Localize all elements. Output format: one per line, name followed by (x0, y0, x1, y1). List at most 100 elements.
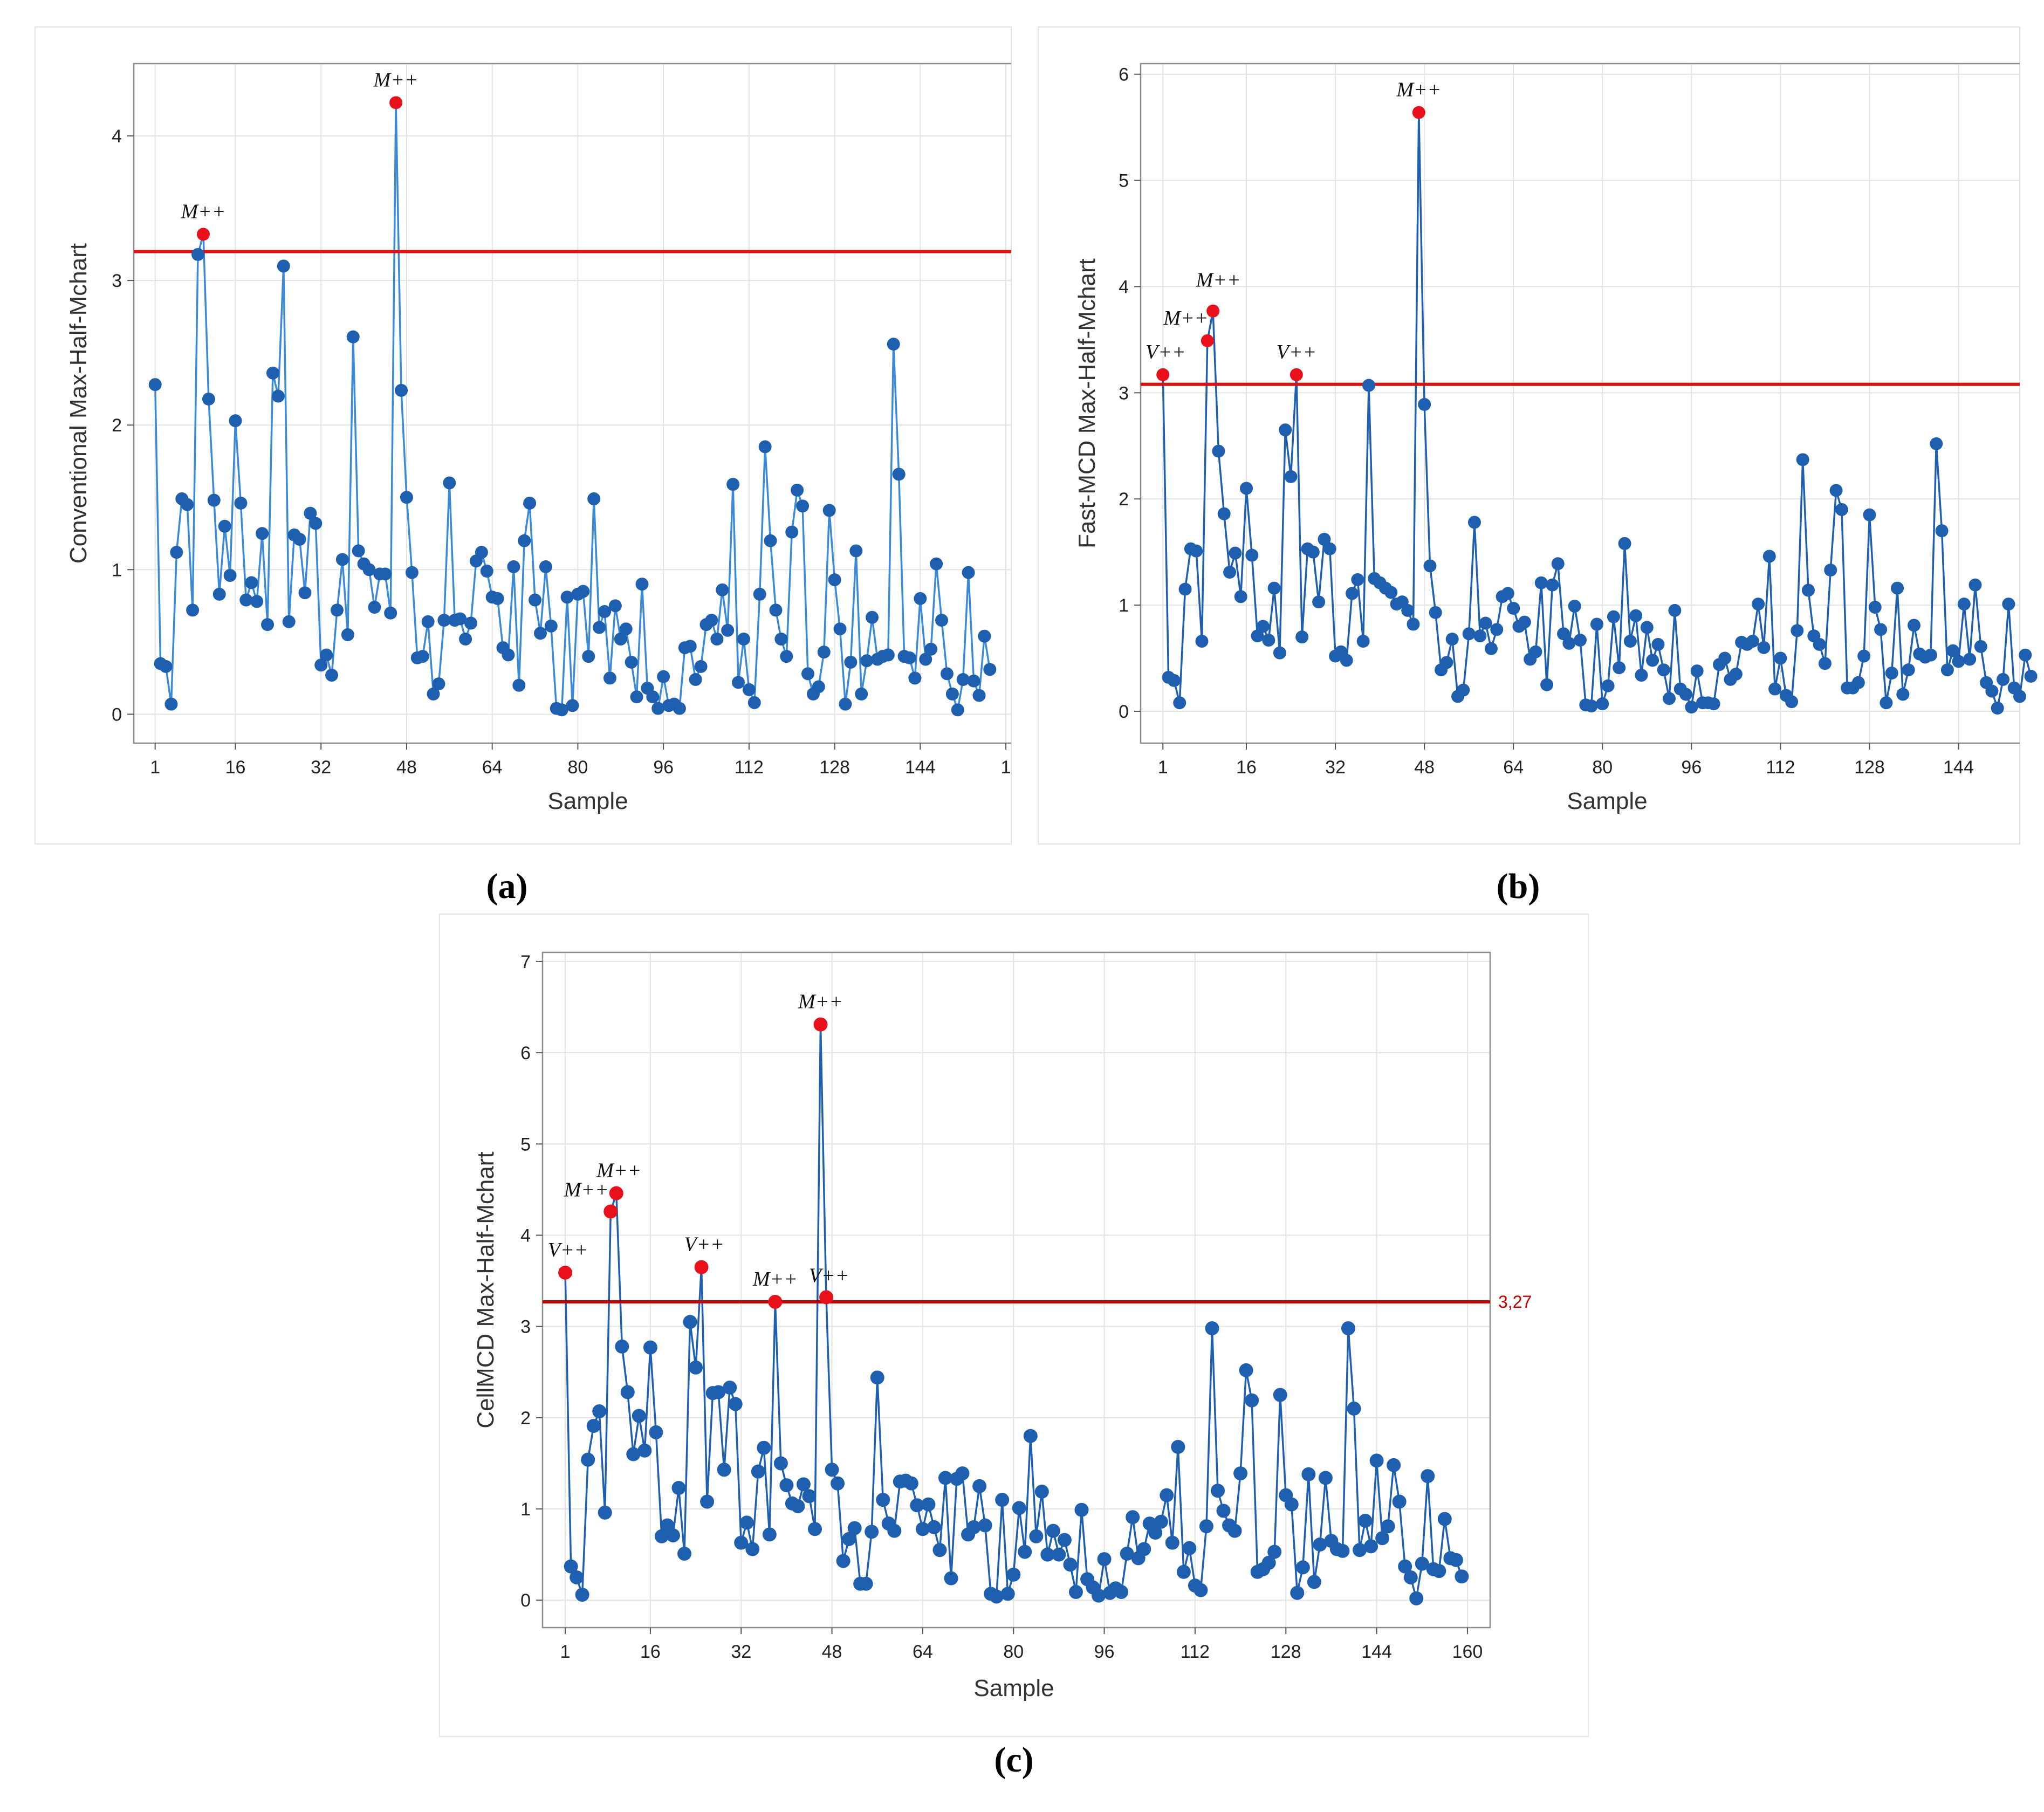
data-point (646, 690, 660, 704)
data-point (1356, 635, 1370, 648)
data-point (1415, 1556, 1429, 1571)
data-point (1295, 630, 1309, 644)
y-tick-label: 5 (520, 1134, 531, 1155)
data-point (2019, 648, 2032, 662)
data-point (582, 650, 595, 663)
alarm-point (609, 1186, 623, 1200)
data-point (796, 1477, 811, 1492)
data-point (855, 687, 868, 701)
data-point (726, 478, 740, 491)
y-tick-label: 3 (112, 271, 122, 291)
data-point (395, 383, 408, 397)
subfigure-caption: (b) (1497, 867, 1540, 906)
data-point (904, 1476, 918, 1491)
data-point (716, 583, 729, 596)
alarm-point (1156, 368, 1170, 381)
data-point (1663, 692, 1676, 705)
data-point (1092, 1588, 1106, 1603)
data-point (779, 1478, 794, 1493)
data-point (475, 546, 488, 559)
data-point (955, 1466, 970, 1481)
x-tick-label: 112 (1181, 1642, 1210, 1662)
y-tick-label: 0 (520, 1590, 531, 1611)
data-point (1167, 674, 1181, 687)
data-point (2024, 669, 2038, 683)
data-point (427, 687, 440, 701)
x-axis-title: Sample (547, 788, 628, 814)
data-point (454, 612, 467, 626)
data-point (2013, 690, 2026, 703)
data-point (1874, 623, 1888, 636)
data-point (1946, 644, 1960, 657)
data-point (256, 527, 269, 540)
data-point (737, 632, 750, 646)
data-point (924, 642, 938, 656)
data-point (480, 564, 493, 578)
data-point (1455, 1569, 1469, 1584)
x-tick-label: 48 (1414, 757, 1435, 778)
data-point (218, 519, 231, 533)
alarm-annotation: M++ (180, 200, 225, 223)
data-point (734, 1535, 749, 1550)
x-axis-title: Sample (973, 1675, 1054, 1701)
data-point (723, 1381, 737, 1395)
data-point (1182, 1541, 1197, 1555)
figure-frame (439, 914, 1589, 1737)
chart-c: 0 1 2 3 4 5 6 7 1 16 32 48 64 80 96 112 128 144 160 Sample C… (439, 914, 1589, 1780)
data-point (1034, 1484, 1049, 1499)
data-point (1490, 623, 1504, 636)
alarm-annotation: M++ (564, 1178, 609, 1201)
data-point (1885, 667, 1898, 680)
data-point (566, 699, 579, 712)
data-point (921, 1497, 936, 1512)
data-point (1824, 564, 1837, 577)
data-point (1210, 1484, 1225, 1498)
data-point (1212, 444, 1225, 458)
data-point (1718, 651, 1732, 665)
data-point (577, 585, 590, 598)
y-tick-label: 2 (520, 1408, 531, 1429)
ucl-label: 3,27 (1498, 1292, 1532, 1312)
data-point (671, 1481, 686, 1495)
data-point (464, 616, 478, 630)
data-point (694, 660, 708, 673)
data-point (673, 702, 686, 715)
data-point (1623, 635, 1637, 648)
data-point (1974, 640, 1987, 653)
data-point (1229, 546, 1242, 560)
y-tick-label: 3 (1119, 383, 1129, 403)
data-point (1963, 653, 1977, 666)
data-point (938, 1471, 952, 1485)
data-point (1432, 1564, 1446, 1578)
x-tick-label: 64 (913, 1642, 933, 1662)
data-point (1052, 1547, 1066, 1562)
data-point (202, 392, 215, 406)
data-point (1381, 1519, 1395, 1534)
alarm-point (819, 1290, 834, 1305)
data-point (930, 557, 943, 571)
data-point (1323, 542, 1336, 555)
data-point (570, 1570, 584, 1584)
data-point (416, 650, 429, 663)
gridlines (134, 64, 1011, 743)
data-point (1074, 1502, 1089, 1517)
data-point (932, 1543, 947, 1557)
alarm-point (558, 1265, 573, 1280)
data-point (523, 496, 537, 510)
data-point (1968, 578, 1982, 592)
data-point (1217, 507, 1231, 520)
data-point (762, 1527, 777, 1542)
data-point (1346, 587, 1359, 600)
data-point (1114, 1585, 1129, 1600)
data-point (170, 546, 183, 559)
data-point (1518, 615, 1531, 629)
data-point (346, 330, 360, 344)
data-point (1195, 635, 1209, 648)
data-point (1358, 1514, 1373, 1528)
alarm-annotation: M++ (596, 1159, 641, 1182)
data-point (1216, 1504, 1231, 1518)
data-point (1774, 651, 1787, 665)
data-point (1729, 668, 1743, 681)
data-point (632, 1409, 646, 1423)
